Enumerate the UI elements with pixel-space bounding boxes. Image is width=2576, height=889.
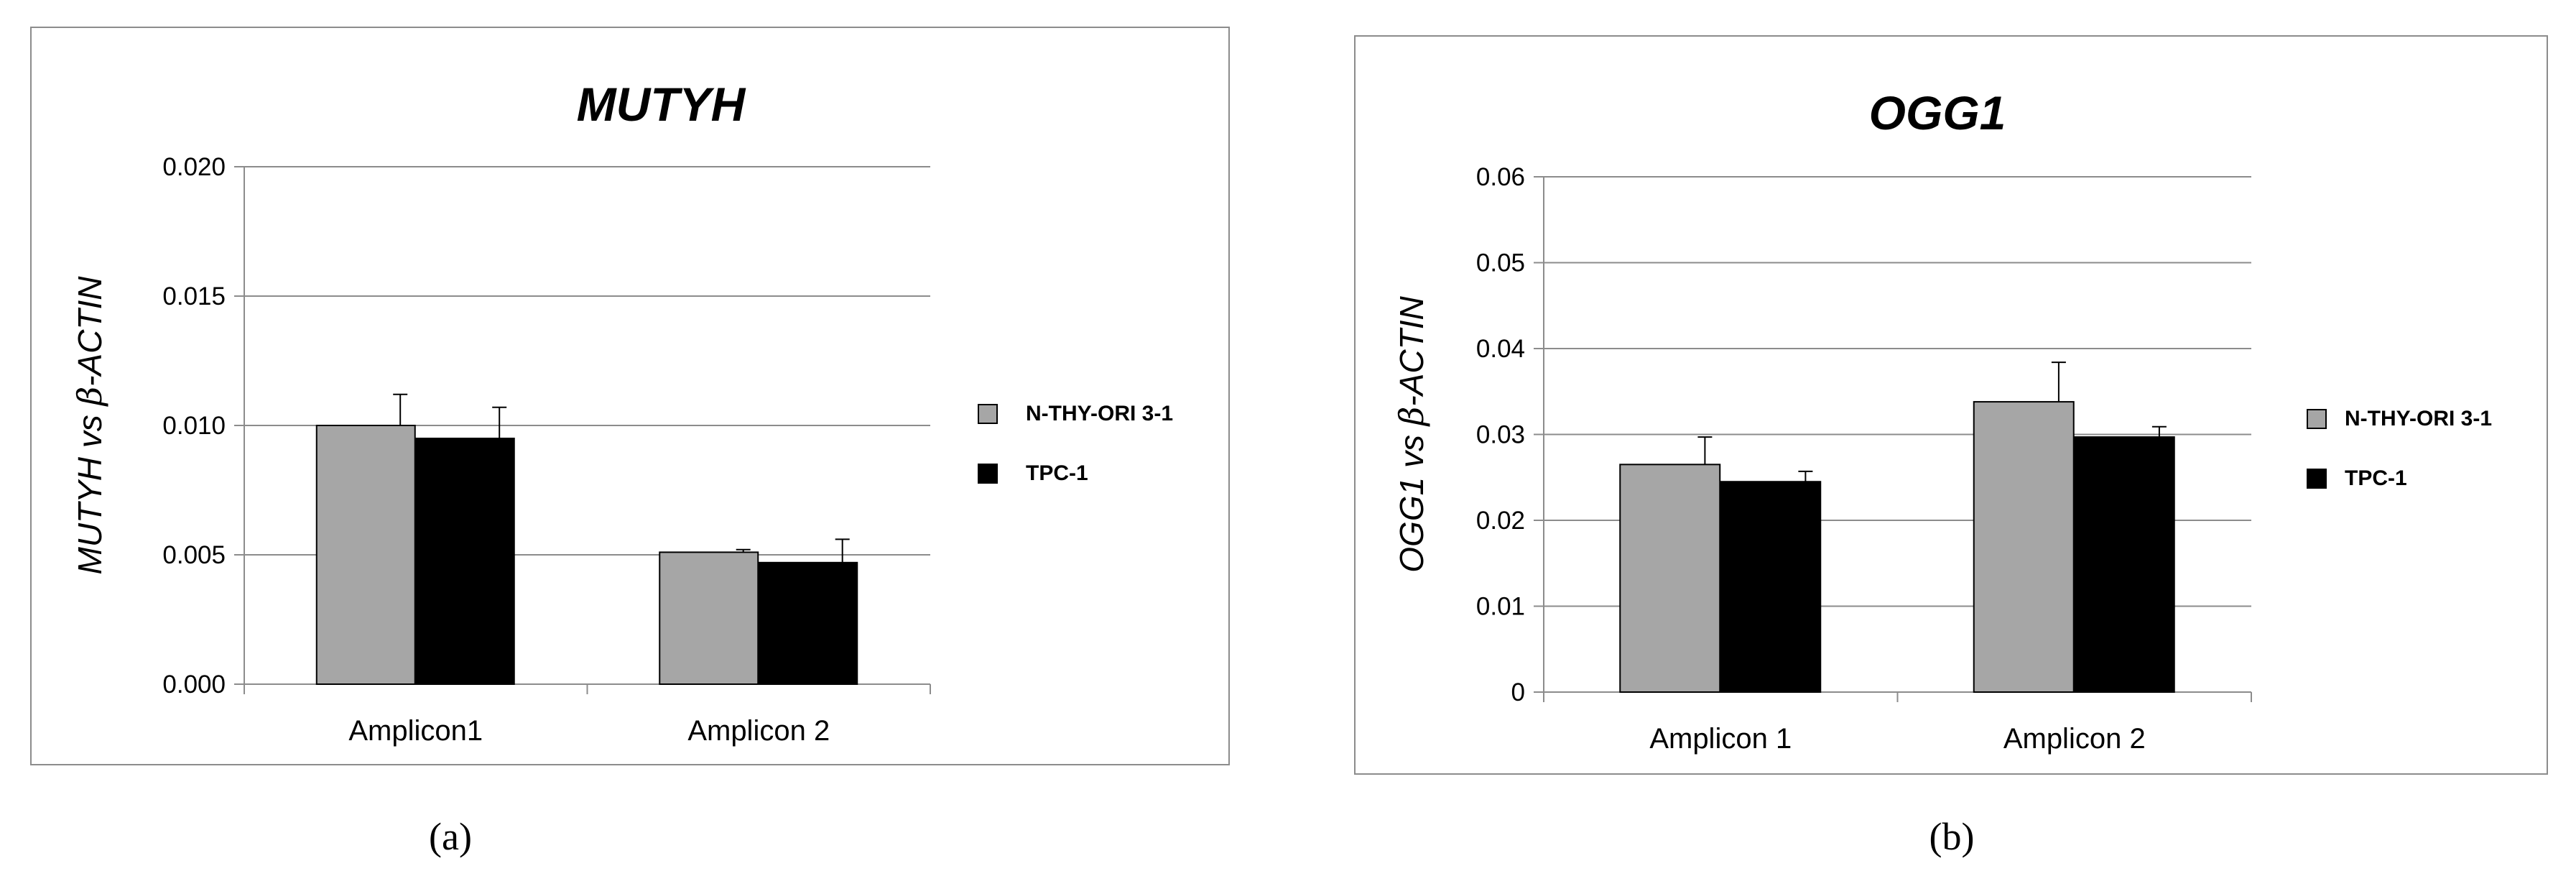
bar-tpc-1-0 bbox=[1720, 481, 1822, 693]
bar-n-thy-ori-3-1-1 bbox=[659, 551, 759, 686]
legend-label: N-THY-ORI 3-1 bbox=[1026, 402, 1173, 425]
chart-frame bbox=[30, 27, 1230, 765]
category-label: Amplicon 2 bbox=[2003, 723, 2146, 755]
chart-title: MUTYH bbox=[577, 78, 746, 131]
legend: N-THY-ORI 3-1 TPC-1 bbox=[978, 402, 1173, 485]
y-tick-label: 0.04 bbox=[1476, 335, 1525, 363]
category-label: Amplicon 2 bbox=[687, 715, 830, 747]
bar-n-thy-ori-3-1-1 bbox=[1973, 401, 2075, 694]
legend: N-THY-ORI 3-1 TPC-1 bbox=[2307, 407, 2492, 490]
legend-swatch bbox=[978, 464, 998, 484]
legend-label: N-THY-ORI 3-1 bbox=[2345, 407, 2492, 430]
y-tick-label: 0.005 bbox=[162, 541, 226, 569]
legend-swatch bbox=[2307, 409, 2327, 429]
y-tick-label: 0.015 bbox=[162, 282, 226, 310]
legend-label: TPC-1 bbox=[2345, 466, 2407, 490]
chart-frame bbox=[1354, 35, 2548, 775]
legend-swatch bbox=[978, 404, 998, 424]
y-axis-label: OGG1 vs β-ACTIN bbox=[1392, 296, 1431, 573]
y-tick-label: 0.02 bbox=[1476, 507, 1525, 535]
y-tick-label: 0.05 bbox=[1476, 249, 1525, 277]
chart-a: MUTYH 0.000 0.005 0.010 0.015 0.020 Amplicon1 A… bbox=[30, 27, 1230, 858]
y-tick-label: 0.020 bbox=[162, 153, 226, 181]
y-tick-label: 0 bbox=[1511, 678, 1525, 706]
category-label: Amplicon1 bbox=[348, 715, 483, 747]
legend-label: TPC-1 bbox=[1026, 461, 1088, 485]
bar-tpc-1-0 bbox=[414, 438, 515, 685]
y-axis-label-part: OGG1 vs bbox=[1393, 425, 1430, 572]
y-tick-label: 0.06 bbox=[1476, 163, 1525, 191]
chart-b: OGG1 0 0.01 0.02 0.03 0.04 0.05 0.06 Amplicon 1 A… bbox=[1354, 35, 2548, 858]
y-tick-label: 0.01 bbox=[1476, 593, 1525, 621]
beta-symbol: β bbox=[1392, 407, 1431, 428]
y-tick-label: 0.03 bbox=[1476, 421, 1525, 449]
legend-swatch bbox=[2307, 469, 2327, 489]
y-axis-label-part: MUTYH vs bbox=[71, 405, 108, 574]
chart-title: OGG1 bbox=[1869, 86, 2006, 139]
panel-label: (a) bbox=[429, 815, 472, 858]
panel-label: (b) bbox=[1929, 815, 1975, 858]
bar-tpc-1-1 bbox=[2073, 436, 2175, 694]
bar-n-thy-ori-3-1-0 bbox=[315, 425, 416, 685]
y-axis-label: MUTYH vs β-ACTIN bbox=[70, 276, 109, 575]
beta-symbol: β bbox=[70, 387, 109, 407]
y-axis-label-part: -ACTIN bbox=[71, 276, 108, 387]
bar-n-thy-ori-3-1-0 bbox=[1619, 464, 1721, 693]
category-label: Amplicon 1 bbox=[1649, 723, 1792, 755]
y-axis-label-part: -ACTIN bbox=[1393, 296, 1430, 407]
y-tick-label: 0.000 bbox=[162, 671, 226, 699]
bar-tpc-1-1 bbox=[758, 561, 858, 685]
y-tick-label: 0.010 bbox=[162, 412, 226, 440]
